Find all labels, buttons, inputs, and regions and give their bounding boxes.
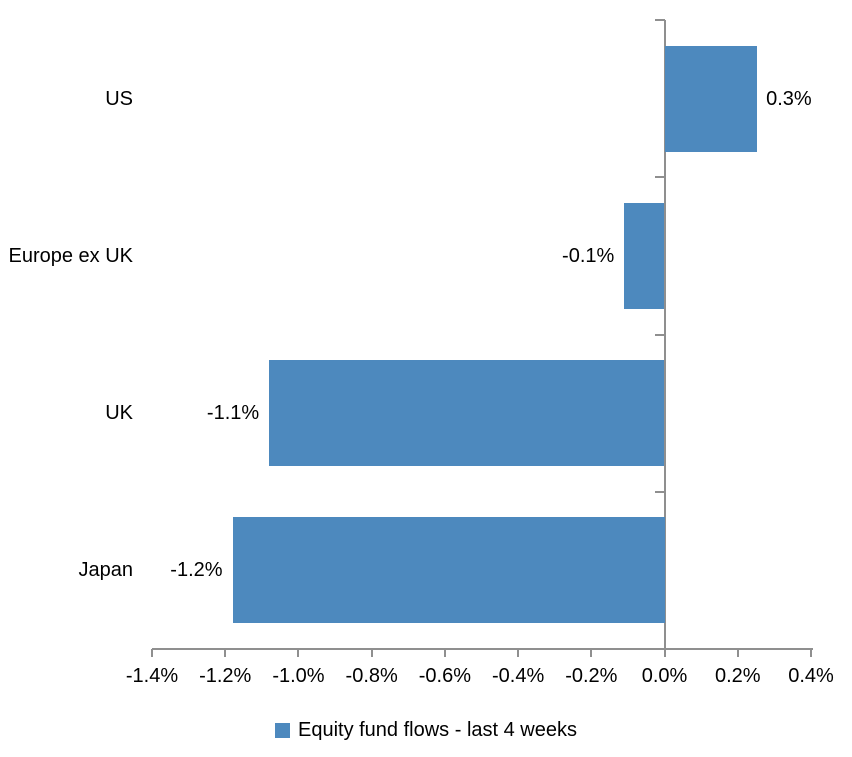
x-axis-tick xyxy=(224,649,227,657)
category-axis-tick xyxy=(654,333,665,336)
category-label: Japan xyxy=(78,559,134,581)
category-axis-tick xyxy=(654,648,665,650)
x-axis-tick xyxy=(810,649,812,657)
x-axis-tick xyxy=(151,649,153,657)
category-axis-tick xyxy=(654,176,665,179)
x-axis-tick xyxy=(370,649,373,657)
data-label: -0.1% xyxy=(562,245,615,267)
x-tick-label: 0.0% xyxy=(641,665,688,687)
x-axis-tick xyxy=(297,649,300,657)
category-axis-tick xyxy=(654,490,665,493)
x-axis-tick xyxy=(517,649,520,657)
x-axis-tick xyxy=(663,649,666,657)
legend: Equity fund flows - last 4 weeks xyxy=(0,714,852,746)
x-tick-label: -1.2% xyxy=(199,665,252,687)
category-label: UK xyxy=(105,402,133,424)
bar xyxy=(624,203,665,309)
legend-label: Equity fund flows - last 4 weeks xyxy=(297,718,577,741)
legend-swatch-icon xyxy=(274,722,290,738)
bar xyxy=(269,360,665,466)
x-tick-label: -0.4% xyxy=(491,665,545,687)
x-tick-label: 0.4% xyxy=(788,665,834,687)
category-axis-tick xyxy=(654,19,665,21)
x-axis-tick xyxy=(443,649,446,657)
x-tick-label: -0.6% xyxy=(418,665,471,687)
bar xyxy=(664,46,757,152)
x-tick-label: -1.0% xyxy=(272,665,325,687)
x-tick-label: 0.2% xyxy=(714,665,761,687)
x-tick-label: -0.8% xyxy=(345,665,398,687)
x-tick-label: -0.2% xyxy=(565,665,618,687)
x-tick-label: -1.4% xyxy=(125,665,179,687)
x-axis-tick xyxy=(736,649,739,657)
category-label: US xyxy=(105,88,133,110)
data-label: 0.3% xyxy=(766,88,812,110)
x-axis-line xyxy=(152,648,813,650)
x-axis-tick xyxy=(590,649,593,657)
data-label: -1.2% xyxy=(170,559,223,581)
category-label: Europe ex UK xyxy=(8,245,133,267)
data-label: -1.1% xyxy=(206,402,260,424)
bar xyxy=(232,517,665,623)
y-axis-line xyxy=(663,20,666,650)
